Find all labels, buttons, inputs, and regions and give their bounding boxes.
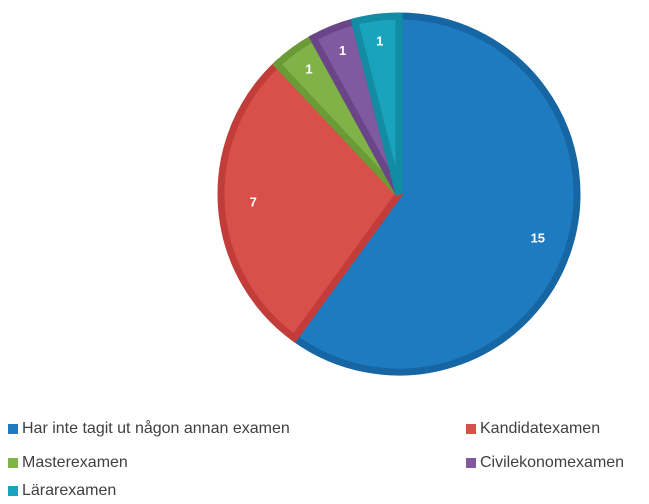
pie-slice-l-rarexamen[interactable] (350, 12, 403, 195)
legend-swatch (466, 458, 476, 468)
legend-item-kandidatexamen[interactable]: Kandidatexamen (466, 420, 600, 438)
pie-slice-kandidatexamen[interactable] (217, 59, 404, 343)
legend-item-civilekonomexamen[interactable]: Civilekonomexamen (466, 454, 624, 472)
legend-item-masterexamen[interactable]: Masterexamen (8, 454, 128, 472)
data-label-kandidatexamen: 7 (250, 195, 257, 210)
legend-swatch (8, 486, 18, 496)
legend-label: Lärarexamen (22, 482, 117, 499)
pie-chart: 15 7 1 1 1 (217, 12, 581, 376)
data-label-masterexamen: 1 (305, 62, 312, 77)
legend-swatch (8, 458, 18, 468)
legend-swatch (466, 424, 476, 434)
legend-label: Civilekonomexamen (480, 454, 625, 471)
legend-label: Har inte tagit ut någon annan examen (22, 420, 290, 437)
data-label-civilekonomexamen: 1 (339, 43, 346, 58)
pie-slice-har-inte-tagit-ut-n-gon-annan-examen[interactable] (289, 12, 581, 376)
legend-item-lararexamen[interactable]: Lärarexamen (8, 482, 116, 500)
legend-label: Masterexamen (22, 454, 128, 471)
data-label-l-rarexamen: 1 (376, 34, 383, 49)
legend-item-har-inte[interactable]: Har inte tagit ut någon annan examen (8, 420, 290, 438)
pie-slices (217, 12, 581, 376)
legend-swatch (8, 424, 18, 434)
pie-data-labels: 15 7 1 1 1 (250, 34, 545, 246)
data-label-har-inte-tagit-ut-n-gon-annan-examen: 15 (531, 231, 545, 246)
legend-label: Kandidatexamen (480, 420, 601, 437)
